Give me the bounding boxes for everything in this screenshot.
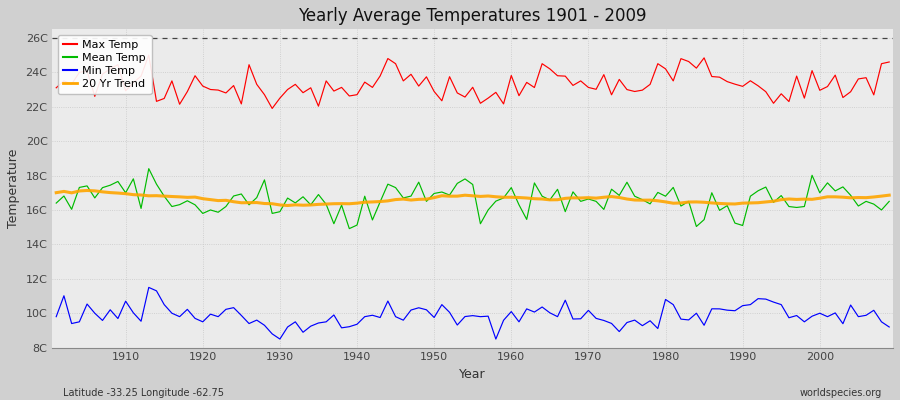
Text: worldspecies.org: worldspecies.org: [800, 388, 882, 398]
X-axis label: Year: Year: [459, 368, 486, 381]
Text: Latitude -33.25 Longitude -62.75: Latitude -33.25 Longitude -62.75: [63, 388, 224, 398]
Y-axis label: Temperature: Temperature: [7, 149, 20, 228]
Title: Yearly Average Temperatures 1901 - 2009: Yearly Average Temperatures 1901 - 2009: [299, 7, 647, 25]
Legend: Max Temp, Mean Temp, Min Temp, 20 Yr Trend: Max Temp, Mean Temp, Min Temp, 20 Yr Tre…: [58, 35, 151, 94]
